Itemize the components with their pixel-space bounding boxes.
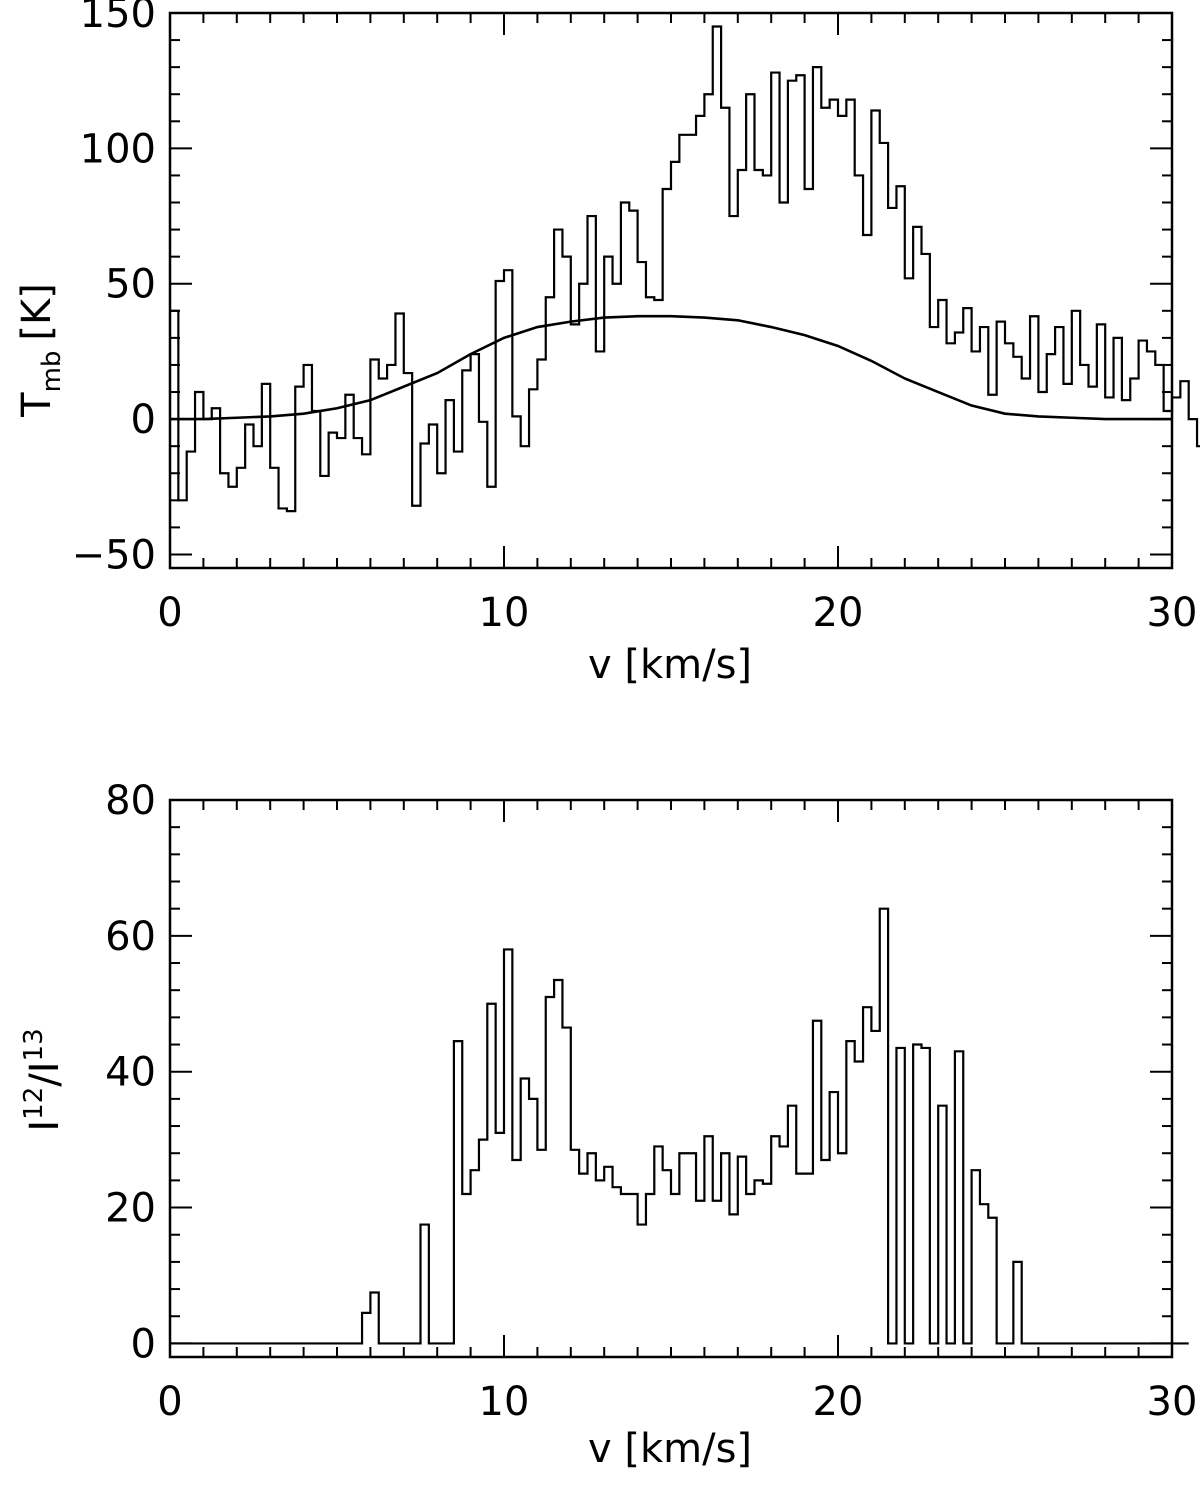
y-tick-label: 100 bbox=[80, 126, 156, 172]
x-tick-label: 20 bbox=[813, 1379, 864, 1425]
bottom-y-tick-labels: 0 20 40 60 80 bbox=[105, 778, 156, 1367]
x-tick-label: 30 bbox=[1147, 1379, 1198, 1425]
bottom-axis-ticks bbox=[169, 799, 1173, 1357]
top-y-label-unit: [K] bbox=[14, 283, 60, 340]
bottom-y-axis-label: I12/I13 bbox=[19, 1028, 68, 1131]
top-axis-ticks bbox=[169, 12, 1173, 568]
bottom-x-axis-label: v [km/s] bbox=[588, 1426, 752, 1472]
bottom-x-tick-labels: 0 10 20 30 bbox=[157, 1379, 1197, 1425]
top-y-label-symbol: T bbox=[14, 392, 60, 418]
x-tick-label: 10 bbox=[479, 1379, 530, 1425]
y-tick-label: 80 bbox=[105, 778, 156, 824]
y-tick-label: 0 bbox=[131, 1321, 156, 1367]
x-tick-label: 30 bbox=[1147, 590, 1198, 636]
bottom-y-label-numerator: I bbox=[22, 1120, 68, 1132]
y-tick-label: 150 bbox=[80, 0, 156, 37]
y-tick-label: 0 bbox=[131, 397, 156, 443]
bottom-y-label-num-sup: 12 bbox=[19, 1087, 49, 1120]
x-tick-label: 20 bbox=[813, 590, 864, 636]
bottom-series-group bbox=[170, 907, 1189, 1345]
x-tick-label: 0 bbox=[157, 590, 182, 636]
y-tick-label: 60 bbox=[105, 914, 156, 960]
bottom-y-label-denominator: I bbox=[22, 1061, 68, 1073]
top-plot-frame bbox=[168, 11, 1174, 570]
top-x-tick-labels: 0 10 20 30 bbox=[157, 590, 1197, 636]
top-x-axis-label: v [km/s] bbox=[588, 642, 752, 688]
y-tick-label: 20 bbox=[105, 1186, 156, 1232]
bottom-y-label-den-sup: 13 bbox=[19, 1028, 49, 1061]
top-series-group bbox=[170, 25, 1200, 513]
spectrum-step-line bbox=[170, 25, 1200, 513]
y-tick-label: 40 bbox=[105, 1050, 156, 1096]
top-y-label-subscript: mb bbox=[37, 351, 67, 393]
top-y-tick-labels: −50 0 50 100 150 bbox=[72, 0, 156, 578]
y-tick-label: −50 bbox=[72, 532, 156, 578]
spectrum-step-line bbox=[170, 907, 1189, 1345]
x-tick-label: 10 bbox=[479, 590, 530, 636]
top-y-axis-label: Tmb [K] bbox=[14, 283, 67, 418]
fit-curve-line bbox=[170, 314, 1172, 421]
y-tick-label: 50 bbox=[105, 262, 156, 308]
bottom-y-label-slash: / bbox=[22, 1073, 68, 1087]
x-tick-label: 0 bbox=[157, 1379, 182, 1425]
